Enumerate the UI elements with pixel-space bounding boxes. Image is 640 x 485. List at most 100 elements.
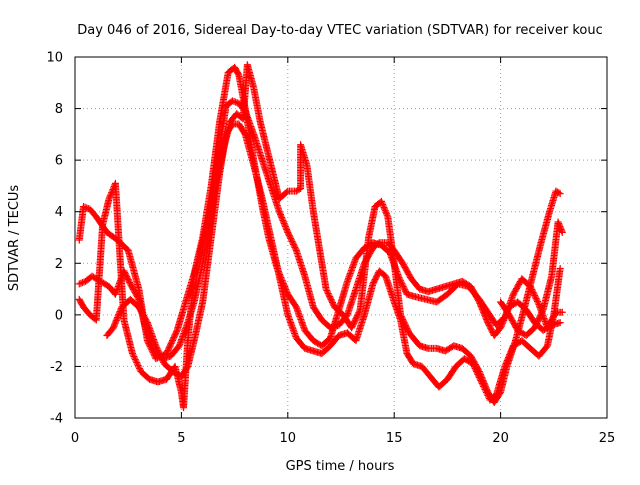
data-point [106, 193, 114, 201]
data-point [111, 319, 119, 327]
data-point [324, 290, 332, 298]
data-point [378, 199, 386, 207]
data-point [534, 316, 542, 324]
data-point [133, 360, 141, 368]
data-point [279, 217, 287, 225]
data-point [353, 313, 361, 321]
data-point [354, 310, 362, 318]
data-point [278, 214, 286, 222]
data-point [483, 390, 491, 398]
data-point [399, 283, 407, 291]
tick-labels: 0 5 10 15 20 25 -4 -2 0 2 4 6 8 10 [46, 51, 615, 447]
data-point [531, 322, 539, 330]
data-point [555, 221, 563, 229]
data-point [157, 352, 165, 360]
x-tick-label: 20 [492, 431, 509, 446]
data-point [116, 308, 124, 316]
data-point [132, 357, 140, 365]
data-point [556, 319, 564, 327]
data-point [129, 351, 137, 359]
data-point [381, 205, 389, 213]
data-point [502, 359, 510, 367]
data-point [348, 324, 356, 332]
data-point [532, 321, 540, 329]
data-point [476, 299, 484, 307]
data-point [154, 346, 162, 354]
series-track-3 [75, 61, 564, 412]
data-point [134, 362, 142, 370]
data-point [117, 306, 125, 314]
data-point [497, 322, 505, 330]
data-point [556, 264, 564, 272]
series-track-5 [497, 218, 566, 339]
data-point [400, 284, 408, 292]
x-tick-label: 5 [177, 431, 185, 446]
data-point [471, 364, 479, 372]
data-point [351, 316, 359, 324]
data-point [482, 387, 490, 395]
data-point [505, 352, 513, 360]
y-tick-label: -4 [50, 412, 63, 427]
data-point [131, 356, 139, 364]
data-point [326, 293, 334, 301]
data-point [469, 360, 477, 368]
data-point [322, 285, 330, 293]
data-point [555, 220, 563, 228]
data-point [533, 298, 541, 306]
data-point [480, 382, 488, 390]
data-point [531, 324, 539, 332]
data-point [554, 218, 562, 226]
data-point [472, 367, 480, 375]
x-axis-label: GPS time / hours [286, 459, 395, 474]
data-point [350, 318, 358, 326]
data-point [538, 307, 546, 315]
data-point [324, 288, 332, 296]
data-point [134, 294, 142, 302]
data-point [232, 98, 240, 106]
data-point [480, 308, 488, 316]
grid [75, 57, 607, 418]
data-point [109, 324, 117, 332]
data-point [281, 222, 289, 230]
data-point [503, 358, 511, 366]
x-tick-label: 15 [386, 431, 403, 446]
data-point [474, 370, 482, 378]
data-point [114, 312, 122, 320]
data-point [83, 204, 91, 212]
data-point [288, 237, 296, 245]
data-point [538, 309, 546, 317]
data-point [379, 200, 387, 208]
data-point [110, 322, 118, 330]
data-point [479, 381, 487, 389]
data-point [480, 384, 488, 392]
data-point [155, 348, 163, 356]
data-point [277, 211, 285, 219]
x-tick-label: 25 [599, 431, 616, 446]
data-point [292, 245, 300, 253]
data-point [281, 221, 289, 229]
data-point [290, 242, 298, 250]
data-point [500, 315, 508, 323]
y-tick-label: 6 [55, 154, 63, 169]
data-point [531, 293, 539, 301]
data-point [478, 305, 486, 313]
data-point [275, 208, 283, 216]
data-point [152, 342, 160, 350]
y-tick-label: 0 [55, 308, 63, 323]
data-point [284, 228, 292, 236]
data-point [503, 357, 511, 365]
x-tick-label: 10 [280, 431, 297, 446]
data-point [555, 189, 563, 197]
data-point [399, 281, 407, 289]
data-point [143, 317, 151, 325]
data-point [159, 357, 167, 365]
data-point [287, 236, 295, 244]
data-point [481, 385, 489, 393]
data-point [276, 209, 284, 217]
data-point [505, 354, 513, 362]
data-point [506, 349, 514, 357]
data-point [508, 345, 516, 353]
data-point [470, 363, 478, 371]
data-point [558, 308, 566, 316]
data-point [556, 224, 564, 232]
